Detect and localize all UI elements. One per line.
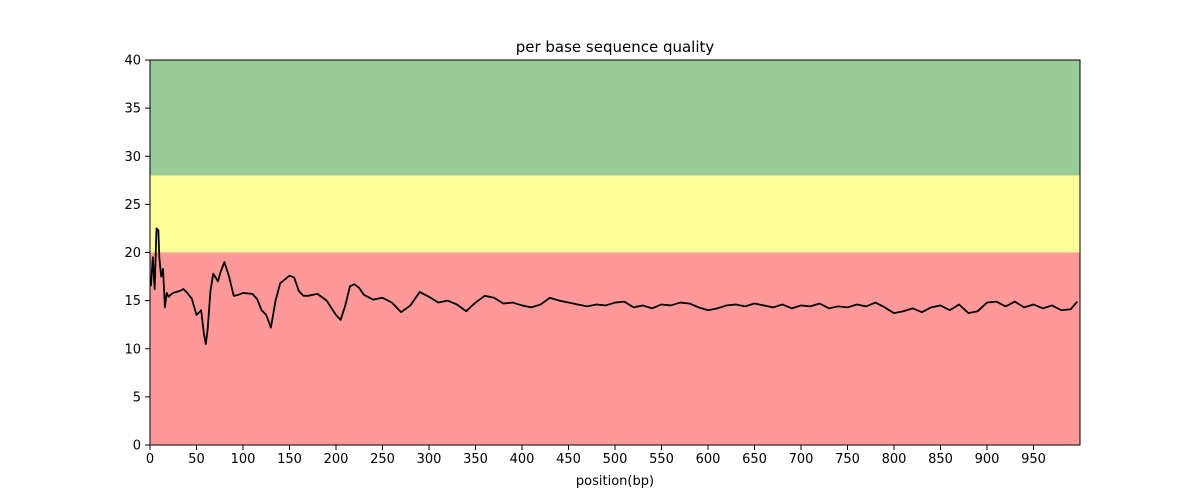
x-axis-title: position(bp) (576, 474, 654, 489)
x-axis: 0 50 100 150 200 250 300 350 400 450 500 550 600 650 7… (146, 445, 1046, 467)
quality-band-1 (150, 175, 1080, 253)
x-tick-label: 600 (696, 452, 721, 467)
x-tick-label: 550 (649, 452, 674, 467)
x-tick-label: 400 (510, 452, 535, 467)
x-tick-label: 0 (146, 452, 154, 467)
x-tick-label: 500 (603, 452, 628, 467)
x-tick-label: 300 (417, 452, 442, 467)
quality-band-0 (150, 252, 1080, 445)
x-tick-label: 650 (742, 452, 767, 467)
x-tick-label: 450 (556, 452, 581, 467)
x-tick-label: 350 (463, 452, 488, 467)
y-tick-label: 40 (124, 54, 141, 69)
y-tick-label: 20 (124, 246, 141, 261)
y-tick-label: 35 (124, 102, 141, 117)
x-tick-label: 100 (231, 452, 256, 467)
x-tick-label: 250 (370, 452, 395, 467)
y-tick-label: 0 (133, 439, 141, 454)
y-tick-label: 30 (124, 150, 141, 165)
quality-band-2 (150, 60, 1080, 176)
chart-title: per base sequence quality (516, 38, 715, 56)
y-axis: 0 5 10 15 20 25 30 35 40 (124, 54, 150, 454)
quality-bands (150, 60, 1080, 445)
y-tick-label: 15 (124, 294, 141, 309)
series-line-0 (150, 227, 1078, 345)
x-tick-label: 50 (188, 452, 205, 467)
y-tick-label: 25 (124, 198, 141, 213)
x-tick-label: 950 (1021, 452, 1046, 467)
y-tick-label: 10 (124, 342, 141, 357)
x-tick-label: 750 (835, 452, 860, 467)
series-layer (150, 227, 1078, 345)
x-tick-label: 850 (928, 452, 953, 467)
x-tick-label: 900 (975, 452, 1000, 467)
x-tick-label: 700 (789, 452, 814, 467)
x-tick-label: 200 (324, 452, 349, 467)
y-tick-label: 5 (133, 390, 141, 405)
x-tick-label: 800 (882, 452, 907, 467)
x-tick-label: 150 (277, 452, 302, 467)
